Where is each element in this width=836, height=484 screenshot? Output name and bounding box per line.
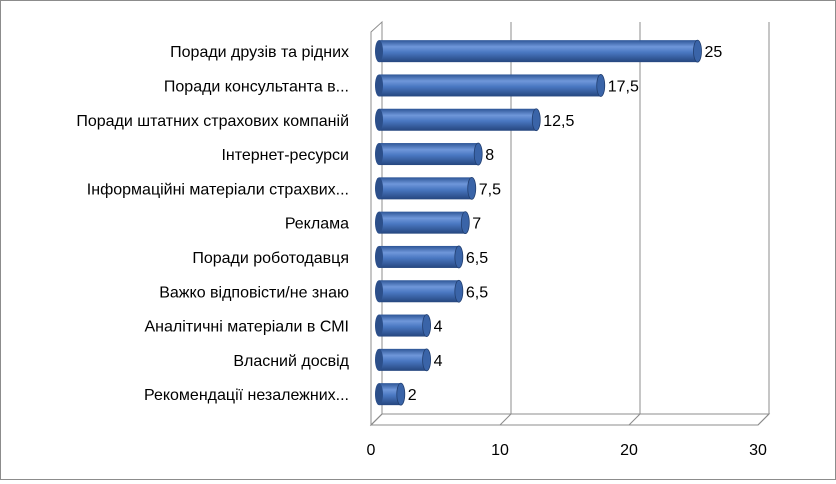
bar-base-cap bbox=[375, 211, 383, 234]
category-label: Поради роботодавця bbox=[192, 250, 349, 267]
bar bbox=[375, 382, 406, 406]
category-label: Поради друзів та рідних bbox=[170, 44, 349, 61]
category-label: Поради консультанта в... bbox=[164, 78, 349, 95]
bar-end-cap bbox=[460, 211, 470, 235]
bar bbox=[375, 108, 541, 132]
bar-base-cap bbox=[375, 40, 383, 63]
bar-end-cap bbox=[467, 176, 477, 200]
x-tick-label: 30 bbox=[749, 442, 767, 459]
x-axis-ticks: 0 10 20 30 bbox=[367, 442, 767, 459]
bar bbox=[375, 39, 702, 63]
x-tick-label: 20 bbox=[620, 442, 638, 459]
bar-base-cap bbox=[375, 280, 383, 303]
value-label: 7 bbox=[472, 216, 481, 233]
bar-end-cap bbox=[396, 382, 406, 406]
value-label: 12,5 bbox=[543, 113, 574, 130]
bar-end-cap bbox=[473, 142, 483, 166]
bar-base-cap bbox=[375, 383, 383, 406]
category-label: Інтернет-ресурси bbox=[221, 147, 349, 164]
bar bbox=[375, 245, 464, 269]
bar-body bbox=[379, 211, 466, 234]
category-label: Рекомендації незалежних... bbox=[144, 387, 349, 404]
bar-end-cap bbox=[531, 108, 541, 132]
floor-tick-line bbox=[499, 413, 512, 426]
bar-body bbox=[379, 280, 459, 303]
floor bbox=[369, 413, 771, 426]
bar-body bbox=[379, 108, 537, 131]
bar-body bbox=[379, 143, 479, 166]
bar-base-cap bbox=[375, 74, 383, 97]
value-label: 2 bbox=[408, 387, 417, 404]
value-label: 8 bbox=[485, 147, 494, 164]
bar-base-cap bbox=[375, 314, 383, 337]
bar bbox=[375, 314, 432, 337]
category-label: Поради штатних страхових компаній bbox=[76, 113, 349, 130]
x-tick-label: 10 bbox=[491, 442, 509, 459]
bar-body bbox=[379, 383, 401, 406]
floor-tick-line bbox=[757, 413, 770, 426]
bar-body bbox=[379, 74, 601, 97]
value-label: 6,5 bbox=[466, 250, 488, 267]
bar-end-cap bbox=[454, 279, 464, 303]
bar-end-cap bbox=[596, 74, 606, 97]
category-label: Реклама bbox=[285, 216, 349, 233]
category-label: Аналітичні матеріали в СМІ bbox=[145, 319, 350, 336]
bar-body bbox=[379, 40, 698, 63]
bar-base-cap bbox=[375, 348, 383, 371]
bar-end-cap bbox=[454, 245, 464, 269]
value-label: 4 bbox=[434, 319, 443, 336]
value-label: 4 bbox=[434, 353, 443, 370]
value-label: 17,5 bbox=[608, 78, 639, 95]
x-tick-label: 0 bbox=[367, 442, 376, 459]
bar bbox=[375, 211, 470, 235]
bar-base-cap bbox=[375, 177, 383, 200]
bar bbox=[375, 176, 477, 200]
bar bbox=[375, 142, 483, 166]
floor-tick-line bbox=[370, 413, 383, 426]
floor-tick-line bbox=[628, 413, 641, 426]
bar-body bbox=[379, 177, 472, 200]
bar-end-cap bbox=[693, 39, 702, 63]
bar-base-cap bbox=[375, 245, 383, 268]
bar-base-cap bbox=[375, 108, 383, 131]
value-label: 6,5 bbox=[466, 284, 488, 301]
category-label: Важко відповісти/не знаю bbox=[159, 284, 349, 301]
value-label: 7,5 bbox=[479, 181, 501, 198]
category-labels: Поради друзів та рідних Поради консультан… bbox=[76, 44, 349, 404]
category-label: Інформаційні матеріали страхвих... bbox=[87, 181, 349, 198]
bar-body bbox=[379, 245, 459, 268]
bar-end-cap bbox=[422, 348, 432, 372]
bars bbox=[375, 39, 702, 406]
bar-body bbox=[379, 314, 427, 337]
bar bbox=[375, 279, 464, 303]
bar-body bbox=[379, 348, 427, 371]
bar-base-cap bbox=[375, 143, 383, 166]
category-label: Власний досвід bbox=[233, 353, 349, 370]
value-label: 25 bbox=[705, 44, 723, 61]
bar bbox=[375, 348, 432, 372]
bar-end-cap bbox=[422, 314, 432, 337]
bar bbox=[375, 74, 606, 97]
